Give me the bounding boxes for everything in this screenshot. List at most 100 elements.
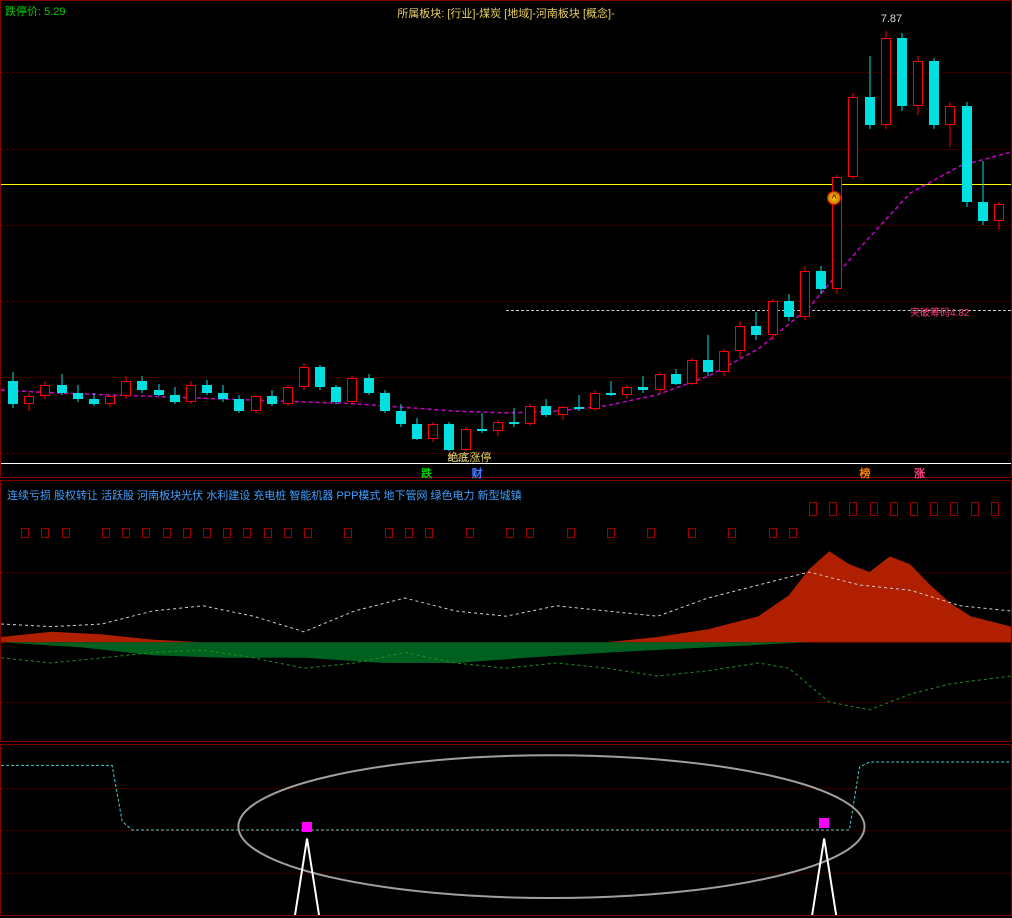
candle [509,1,519,477]
candle [315,1,325,477]
candle [461,1,471,477]
peak-price-label: 7.87 [881,13,902,25]
grid-line [1,301,1011,302]
mini-bar [163,528,171,538]
mini-bar [769,528,777,538]
grid-line [1,830,1011,831]
break-chip-label: 突破筹码4.82 [910,304,969,319]
candle [89,1,99,477]
mini-bar [567,528,575,538]
mini-bar [890,502,898,516]
candle [218,1,228,477]
mini-bar [41,528,49,538]
candle [493,1,503,477]
candle [299,1,309,477]
mini-bar [405,528,413,538]
mini-bar [849,502,857,516]
candle [444,1,454,477]
candle [719,1,729,477]
candle [121,1,131,477]
grid-line [1,149,1011,150]
mini-bar [102,528,110,538]
candle [574,1,584,477]
candle [671,1,681,477]
candle [913,1,923,477]
candle [105,1,115,477]
candle [40,1,50,477]
mini-bar [122,528,130,538]
candlestick-panel[interactable]: 跌停价: 5.29所属板块: [行业]-煤炭 [地域]-河南板块 [概念]-7.… [0,0,1012,478]
mini-bar [829,502,837,516]
indicator-panel[interactable]: 连续亏损 股权转让 活跃股 河南板块光伏 水利建设 充电桩 智能机器 PPP模式… [0,480,1012,742]
baseline-word-die: 跌 [421,465,432,481]
candle [978,1,988,477]
grid-line [1,72,1011,73]
mini-bar [385,528,393,538]
grid-line [1,572,1011,573]
mini-bar [950,502,958,516]
candle [865,1,875,477]
grid-line [1,642,1011,643]
mini-bar [688,528,696,538]
candle [8,1,18,477]
candle [57,1,67,477]
candle [541,1,551,477]
white-baseline [1,463,1011,464]
mini-bar [910,502,918,516]
candle [945,1,955,477]
candle [816,1,826,477]
mini-bar [728,528,736,538]
candle [800,1,810,477]
candle [590,1,600,477]
grid-line [1,225,1011,226]
mini-bar [142,528,150,538]
candle [558,1,568,477]
candle [267,1,277,477]
mini-bar [344,528,352,538]
candle [428,1,438,477]
mini-bar [971,502,979,516]
mini-bar [466,528,474,538]
mini-bar [647,528,655,538]
grid-line [1,377,1011,378]
candle [848,1,858,477]
mini-bar [789,528,797,538]
mini-bar [183,528,191,538]
mini-bar [526,528,534,538]
bottom-limit-label: 绝底涨停 [447,449,491,465]
candle [622,1,632,477]
mini-bar [870,502,878,516]
signal-marker [302,822,312,832]
candle [962,1,972,477]
candle [784,1,794,477]
candle [638,1,648,477]
candle [234,1,244,477]
candle [347,1,357,477]
candle [477,1,487,477]
candle [364,1,374,477]
signal-panel[interactable] [0,744,1012,916]
signal-marker [819,818,829,828]
candle [897,1,907,477]
signal-dot-icon: ^ [827,191,841,205]
mini-bar [506,528,514,538]
candle [412,1,422,477]
candle [73,1,83,477]
mini-bar [284,528,292,538]
candle [137,1,147,477]
candle [768,1,778,477]
candle [251,1,261,477]
mini-bar [243,528,251,538]
mini-bar [607,528,615,538]
mini-bar [425,528,433,538]
grid-line [1,873,1011,874]
grid-line [1,788,1011,789]
mini-bar [809,502,817,516]
candle [154,1,164,477]
mini-bar [62,528,70,538]
grid-line [1,702,1011,703]
candle [929,1,939,477]
candle [202,1,212,477]
mini-bar [203,528,211,538]
candle [655,1,665,477]
